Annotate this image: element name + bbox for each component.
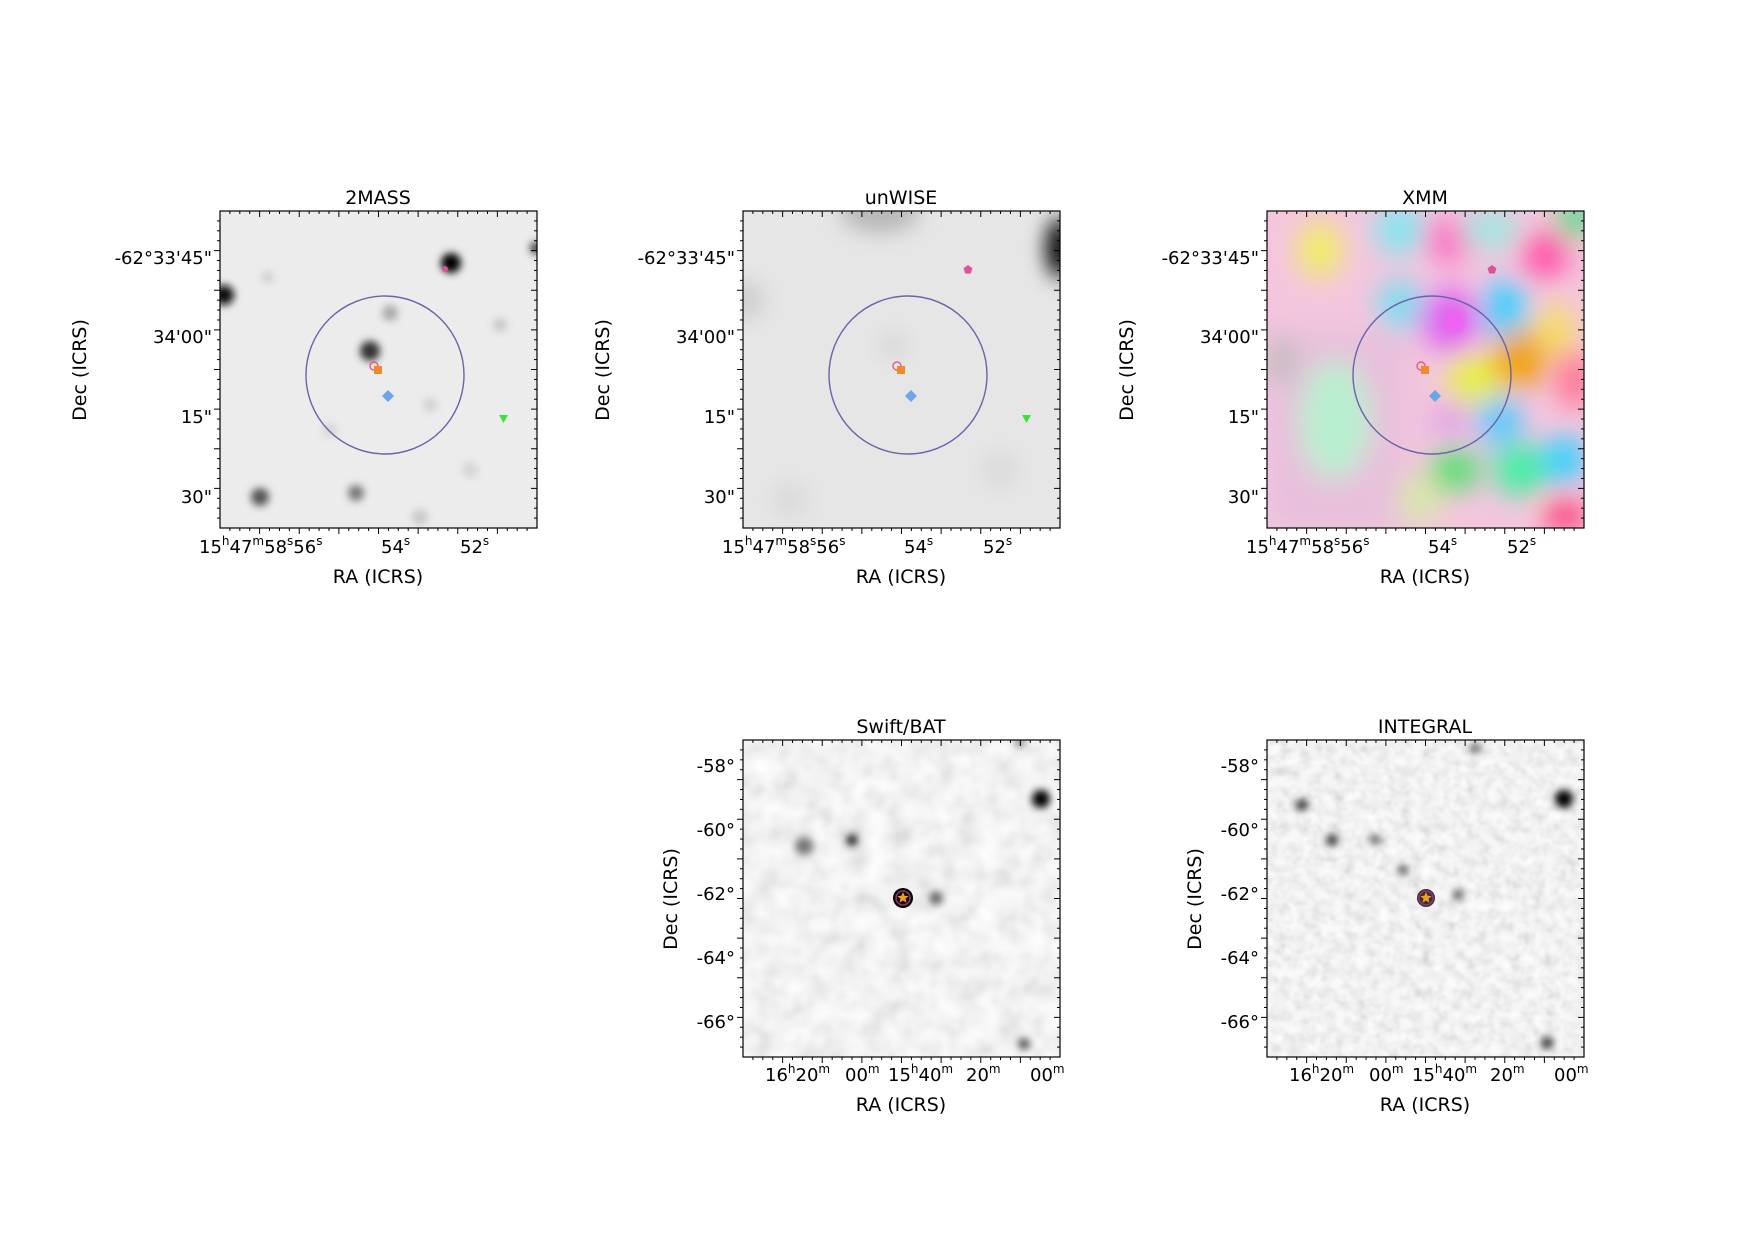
xtick-bat-3: 20m xyxy=(966,1062,1001,1086)
xlabel-unwise: RA (ICRS) xyxy=(856,566,946,588)
ytick-2mass-3: 30" xyxy=(181,487,212,508)
panel-title-2mass: 2MASS xyxy=(345,187,411,209)
ytick-bat-3: -64° xyxy=(697,948,735,969)
xtick-integral-1: 00m xyxy=(1369,1062,1404,1086)
xlabel-bat: RA (ICRS) xyxy=(856,1094,946,1116)
xtick-integral-3: 20m xyxy=(1490,1062,1525,1086)
xtick-bat-0: 16h20m xyxy=(765,1062,830,1086)
panel-title-integral: INTEGRAL xyxy=(1378,716,1473,738)
panel-integral xyxy=(1266,739,1585,1058)
panel-title-unwise: unWISE xyxy=(865,187,938,209)
ytick-xmm-1: 34'00" xyxy=(1200,327,1259,348)
ytick-integral-1: -60° xyxy=(1221,820,1259,841)
error-circle xyxy=(305,295,465,455)
diamond-marker xyxy=(382,390,394,402)
ytick-2mass-1: 34'00" xyxy=(153,327,212,348)
triangle-marker xyxy=(499,415,508,423)
ytick-xmm-3: 30" xyxy=(1228,487,1259,508)
ytick-xmm-0: -62°33'45" xyxy=(1162,248,1259,269)
ytick-bat-4: -66° xyxy=(697,1012,735,1033)
xtick-2mass-1: 54s xyxy=(381,534,410,558)
xlabel-integral: RA (ICRS) xyxy=(1380,1094,1470,1116)
ytick-xmm-2: 15" xyxy=(1228,407,1259,428)
ytick-2mass-0: -62°33'45" xyxy=(115,248,212,269)
overlay-2mass xyxy=(305,266,508,455)
pentagon-marker xyxy=(963,265,973,274)
ytick-unwise-3: 30" xyxy=(704,487,735,508)
panel-title-xmm: XMM xyxy=(1402,187,1448,209)
ytick-2mass-2: 15" xyxy=(181,407,212,428)
xtick-2mass-0: 15h47m58s56s xyxy=(199,534,322,558)
diamond-marker xyxy=(905,390,917,402)
xtick-bat-4: 00m xyxy=(1030,1062,1065,1086)
overlay-bat xyxy=(895,890,911,906)
panel-xmm xyxy=(1266,210,1585,529)
ytick-integral-4: -66° xyxy=(1221,1012,1259,1033)
star-marker xyxy=(897,892,909,903)
xlabel-xmm: RA (ICRS) xyxy=(1380,566,1470,588)
xtick-integral-4: 00m xyxy=(1554,1062,1589,1086)
panel-2mass xyxy=(219,210,538,529)
error-circle xyxy=(1352,295,1512,455)
xtick-unwise-1: 54s xyxy=(904,534,933,558)
overlay-unwise xyxy=(828,265,1031,455)
ylabel-bat: Dec (ICRS) xyxy=(660,848,682,950)
image-2mass xyxy=(220,211,537,528)
ylabel-integral: Dec (ICRS) xyxy=(1184,848,1206,950)
ytick-bat-1: -60° xyxy=(697,820,735,841)
ylabel-unwise: Dec (ICRS) xyxy=(592,319,614,421)
xtick-bat-2: 15h40m xyxy=(888,1062,953,1086)
diamond-marker xyxy=(1429,390,1441,402)
triangle-marker xyxy=(1022,415,1031,423)
source-circle xyxy=(895,890,911,906)
pentagon-marker xyxy=(442,266,448,272)
xtick-xmm-1: 54s xyxy=(1428,534,1457,558)
overlay-xmm xyxy=(1352,265,1512,455)
ytick-bat-0: -58° xyxy=(697,756,735,777)
ytick-integral-0: -58° xyxy=(1221,756,1259,777)
pentagon-marker xyxy=(1487,265,1497,274)
xtick-unwise-0: 15h47m58s56s xyxy=(722,534,845,558)
xtick-unwise-2: 52s xyxy=(983,534,1012,558)
xtick-integral-0: 16h20m xyxy=(1289,1062,1354,1086)
xtick-integral-2: 15h40m xyxy=(1412,1062,1477,1086)
image-unwise xyxy=(743,211,1060,528)
tick-marks xyxy=(214,211,1584,1063)
xtick-2mass-2: 52s xyxy=(460,534,489,558)
square-marker xyxy=(374,366,382,374)
xtick-bat-1: 00m xyxy=(845,1062,880,1086)
square-marker xyxy=(1421,366,1429,374)
ytick-unwise-1: 34'00" xyxy=(676,327,735,348)
panel-title-bat: Swift/BAT xyxy=(856,716,946,738)
star-marker xyxy=(1420,892,1432,903)
ytick-unwise-0: -62°33'45" xyxy=(638,248,735,269)
ytick-integral-3: -64° xyxy=(1221,948,1259,969)
panel-unwise xyxy=(742,210,1061,529)
ytick-unwise-2: 15" xyxy=(704,407,735,428)
panel-bat xyxy=(742,739,1061,1058)
square-marker xyxy=(897,366,905,374)
xtick-xmm-2: 52s xyxy=(1507,534,1536,558)
xlabel-2mass: RA (ICRS) xyxy=(333,566,423,588)
ylabel-xmm: Dec (ICRS) xyxy=(1116,319,1138,421)
ytick-integral-2: -62° xyxy=(1221,884,1259,905)
image-xmm xyxy=(1267,211,1584,528)
ytick-bat-2: -62° xyxy=(697,884,735,905)
ylabel-2mass: Dec (ICRS) xyxy=(69,319,91,421)
xtick-xmm-0: 15h47m58s56s xyxy=(1246,534,1369,558)
source-circle xyxy=(1418,890,1434,906)
overlay-integral xyxy=(1418,890,1434,906)
error-circle xyxy=(828,295,988,455)
